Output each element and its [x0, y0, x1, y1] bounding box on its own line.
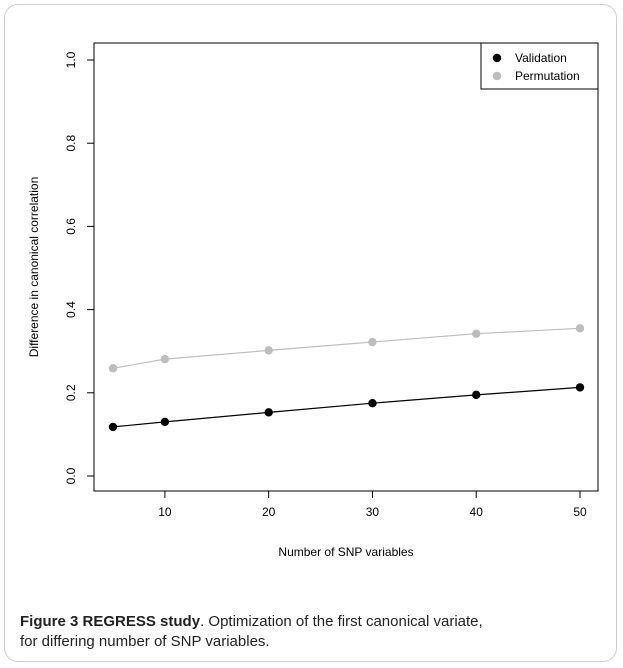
- caption-study: REGRESS study: [83, 613, 201, 630]
- y-axis-label: Difference in canonical correlation: [27, 177, 41, 358]
- legend-label-permutation: Permutation: [515, 69, 580, 83]
- y-tick-label: 0.8: [64, 135, 78, 152]
- x-tick-label: 30: [366, 505, 380, 519]
- caption-label: Figure 3: [20, 613, 78, 630]
- x-axis: 10 20 30 40 50: [158, 491, 587, 519]
- legend-label-validation: Validation: [515, 51, 567, 65]
- data-point-validation: [109, 423, 117, 431]
- line-chart: 10 20 30 40 50 0.0 0.2 0.4 0.6 0.8 1.0 Number of …: [0, 0, 623, 600]
- x-tick-label: 10: [158, 505, 172, 519]
- x-tick-label: 40: [470, 505, 484, 519]
- series-line-validation: [113, 387, 580, 427]
- data-point-validation: [264, 408, 272, 416]
- figure-caption: Figure 3 REGRESS study. Optimization of …: [20, 612, 610, 652]
- y-tick-label: 0.4: [64, 301, 78, 318]
- y-axis: 0.0 0.2 0.4 0.6 0.8 1.0: [64, 51, 94, 484]
- y-tick-label: 1.0: [64, 51, 78, 68]
- x-axis-label: Number of SNP variables: [278, 545, 413, 559]
- data-point-validation: [472, 391, 480, 399]
- data-point-permutation: [109, 364, 117, 372]
- legend-marker-permutation: [493, 72, 501, 80]
- x-tick-label: 50: [573, 505, 587, 519]
- caption-text-line1: . Optimization of the first canonical va…: [200, 613, 483, 630]
- data-point-permutation: [264, 346, 272, 354]
- data-point-permutation: [576, 324, 584, 332]
- data-point-permutation: [472, 330, 480, 338]
- y-tick-label: 0.2: [64, 384, 78, 401]
- data-point-validation: [576, 383, 584, 391]
- data-point-validation: [368, 399, 376, 407]
- plot-box: [94, 43, 598, 491]
- caption-text-line2: for differing number of SNP variables.: [20, 633, 270, 650]
- series-line-permutation: [113, 328, 580, 368]
- data-point-permutation: [161, 355, 169, 363]
- data-point-permutation: [368, 338, 376, 346]
- data-point-validation: [161, 418, 169, 426]
- series-layer: [109, 324, 584, 431]
- legend: Validation Permutation: [481, 43, 598, 89]
- legend-marker-validation: [493, 54, 501, 62]
- y-tick-label: 0.0: [64, 467, 78, 484]
- x-tick-label: 20: [262, 505, 276, 519]
- y-tick-label: 0.6: [64, 218, 78, 235]
